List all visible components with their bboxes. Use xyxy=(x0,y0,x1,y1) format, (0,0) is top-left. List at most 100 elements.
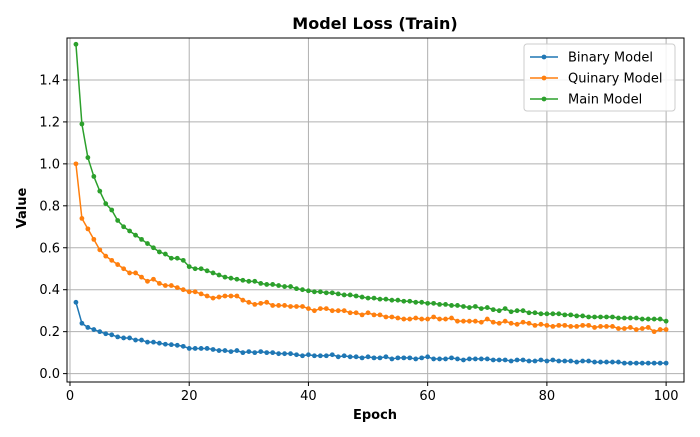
data-point xyxy=(282,284,287,289)
data-point xyxy=(317,306,323,311)
data-point xyxy=(79,320,85,326)
data-point xyxy=(79,215,85,221)
grid xyxy=(67,38,684,382)
data-point xyxy=(133,337,138,343)
y-tick-label: 0.2 xyxy=(39,325,60,340)
data-point xyxy=(323,306,329,311)
data-point xyxy=(574,359,580,365)
data-point xyxy=(520,308,526,314)
data-point xyxy=(550,357,556,363)
data-point xyxy=(234,276,240,282)
legend-label: Quinary Model xyxy=(568,72,663,87)
data-point xyxy=(151,339,156,345)
x-tick-label: 0 xyxy=(66,389,74,404)
x-axis-title: Epoch xyxy=(353,408,397,423)
data-point xyxy=(478,306,484,311)
data-point xyxy=(621,326,627,331)
data-point xyxy=(490,319,496,325)
data-point xyxy=(520,319,526,325)
data-point xyxy=(157,249,162,255)
data-point xyxy=(216,348,222,353)
y-tick-label: 1.2 xyxy=(39,115,60,130)
data-point xyxy=(288,284,293,289)
data-point xyxy=(443,356,448,362)
y-tick-label: 0.6 xyxy=(39,241,60,256)
data-point xyxy=(627,360,633,366)
data-point xyxy=(461,304,466,309)
data-point xyxy=(395,315,401,321)
data-point xyxy=(359,294,365,300)
y-axis-title: Value xyxy=(15,187,30,228)
data-point xyxy=(139,274,144,280)
data-point xyxy=(377,312,383,318)
data-point xyxy=(413,356,419,362)
data-point xyxy=(312,308,317,314)
data-point xyxy=(484,356,490,362)
data-point xyxy=(204,293,210,299)
data-point xyxy=(413,299,419,305)
data-point xyxy=(419,316,425,322)
data-point xyxy=(204,268,210,274)
data-point xyxy=(73,161,79,167)
data-point xyxy=(401,355,407,361)
data-point xyxy=(592,325,597,330)
data-point xyxy=(604,324,609,329)
data-point xyxy=(544,311,550,317)
data-point xyxy=(443,301,448,307)
data-point xyxy=(389,314,395,320)
data-point xyxy=(353,354,359,360)
x-tick-label: 40 xyxy=(300,389,317,404)
data-point xyxy=(472,318,478,324)
data-point xyxy=(478,356,484,362)
data-point xyxy=(484,316,490,322)
data-point xyxy=(288,351,293,357)
data-point xyxy=(627,315,633,321)
data-point xyxy=(437,316,442,322)
data-point xyxy=(651,360,657,366)
data-point xyxy=(282,351,287,357)
data-point xyxy=(222,274,228,280)
data-point xyxy=(508,358,514,364)
data-point xyxy=(133,232,138,238)
data-point xyxy=(264,350,270,356)
data-point xyxy=(437,356,442,362)
data-point xyxy=(228,293,234,299)
data-point xyxy=(294,352,299,358)
data-point xyxy=(544,322,550,328)
data-point xyxy=(91,327,97,332)
data-point xyxy=(109,257,115,263)
data-point xyxy=(580,322,586,328)
data-point xyxy=(419,355,425,361)
data-point xyxy=(85,226,91,232)
data-point xyxy=(502,318,508,324)
data-point xyxy=(73,41,79,47)
series-line xyxy=(75,163,667,333)
series-line xyxy=(75,44,667,322)
data-point xyxy=(484,305,490,310)
data-point xyxy=(383,314,389,320)
data-point xyxy=(323,290,329,296)
data-point xyxy=(502,357,508,363)
data-point xyxy=(103,331,109,337)
data-point xyxy=(139,337,144,343)
series-main-model xyxy=(73,41,669,324)
data-point xyxy=(252,301,258,307)
legend-item: Quinary Model xyxy=(530,72,663,87)
legend-item: Main Model xyxy=(530,93,642,108)
data-point xyxy=(151,276,156,282)
data-point xyxy=(115,334,121,340)
data-point xyxy=(365,295,371,301)
data-point xyxy=(258,300,264,306)
data-point xyxy=(550,324,556,329)
data-point xyxy=(341,292,347,298)
data-point xyxy=(180,343,186,349)
data-point xyxy=(139,236,144,242)
data-point xyxy=(377,296,383,302)
data-point xyxy=(133,270,138,276)
data-point xyxy=(186,289,192,295)
data-point xyxy=(604,359,609,365)
data-point xyxy=(365,354,371,360)
data-point xyxy=(186,346,192,351)
data-point xyxy=(586,322,592,328)
